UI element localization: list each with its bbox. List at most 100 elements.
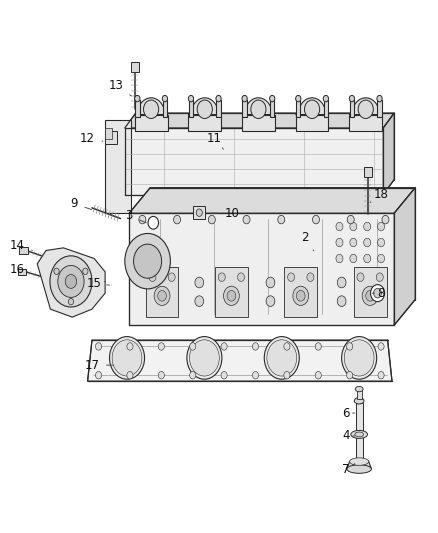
Circle shape	[315, 372, 321, 379]
Circle shape	[374, 288, 381, 298]
Circle shape	[350, 254, 357, 263]
Circle shape	[346, 372, 353, 379]
Bar	[145, 266, 179, 317]
Circle shape	[148, 216, 159, 229]
Polygon shape	[347, 462, 371, 469]
Circle shape	[127, 372, 133, 379]
Circle shape	[223, 286, 239, 305]
Bar	[354, 266, 386, 317]
Text: 2: 2	[300, 231, 314, 251]
Text: 9: 9	[71, 197, 92, 210]
Circle shape	[364, 254, 371, 263]
Circle shape	[362, 286, 378, 305]
Text: 4: 4	[342, 430, 355, 442]
Circle shape	[83, 268, 88, 274]
Polygon shape	[129, 213, 394, 325]
Bar	[18, 269, 26, 275]
Polygon shape	[296, 98, 328, 115]
Circle shape	[158, 290, 166, 301]
Circle shape	[269, 95, 275, 102]
Circle shape	[284, 372, 290, 379]
Circle shape	[278, 215, 285, 224]
Circle shape	[267, 340, 297, 376]
Bar	[105, 131, 117, 144]
Circle shape	[187, 337, 222, 379]
Text: 16: 16	[10, 263, 28, 276]
Circle shape	[350, 238, 357, 247]
Text: 11: 11	[207, 132, 223, 149]
Circle shape	[371, 285, 385, 302]
Circle shape	[218, 273, 225, 281]
Text: 12: 12	[80, 132, 103, 145]
Polygon shape	[37, 248, 105, 317]
Circle shape	[378, 254, 385, 263]
Circle shape	[243, 215, 250, 224]
Circle shape	[221, 343, 227, 350]
Circle shape	[125, 233, 170, 289]
Circle shape	[376, 273, 383, 281]
Circle shape	[378, 343, 384, 350]
Bar	[284, 266, 317, 317]
Circle shape	[158, 372, 164, 379]
Text: 17: 17	[85, 359, 113, 372]
Circle shape	[112, 340, 142, 376]
Circle shape	[350, 95, 354, 102]
Circle shape	[377, 95, 382, 102]
Polygon shape	[188, 98, 221, 115]
Circle shape	[168, 273, 175, 281]
Polygon shape	[242, 115, 275, 131]
Circle shape	[337, 277, 346, 288]
Circle shape	[68, 298, 74, 305]
Polygon shape	[125, 113, 394, 128]
Text: 3: 3	[126, 209, 146, 223]
Circle shape	[196, 209, 202, 216]
Text: 6: 6	[342, 407, 355, 419]
Bar	[296, 100, 300, 117]
Circle shape	[336, 238, 343, 247]
Circle shape	[357, 273, 364, 281]
Bar	[105, 128, 112, 139]
Circle shape	[336, 254, 343, 263]
Circle shape	[347, 215, 354, 224]
Circle shape	[197, 100, 212, 118]
Bar	[162, 100, 167, 117]
Text: 10: 10	[211, 207, 240, 220]
Circle shape	[378, 372, 384, 379]
Circle shape	[221, 372, 227, 379]
Circle shape	[252, 343, 258, 350]
Circle shape	[312, 215, 319, 224]
Bar	[135, 100, 139, 117]
Circle shape	[266, 296, 275, 306]
Circle shape	[344, 340, 374, 376]
Circle shape	[154, 286, 170, 305]
Bar	[270, 100, 274, 117]
Bar	[189, 100, 193, 117]
Bar	[19, 247, 28, 254]
Circle shape	[252, 372, 258, 379]
Circle shape	[251, 100, 266, 118]
Circle shape	[284, 343, 290, 350]
Ellipse shape	[351, 431, 367, 438]
Circle shape	[346, 343, 353, 350]
Ellipse shape	[350, 458, 369, 465]
Circle shape	[358, 100, 373, 118]
Circle shape	[293, 286, 309, 305]
Circle shape	[195, 296, 204, 306]
Polygon shape	[125, 128, 383, 195]
Circle shape	[144, 100, 159, 118]
Polygon shape	[129, 188, 415, 213]
Circle shape	[162, 95, 168, 102]
Circle shape	[237, 273, 244, 281]
Bar	[193, 206, 205, 219]
Bar	[357, 389, 362, 399]
Circle shape	[337, 296, 346, 306]
Circle shape	[54, 268, 59, 274]
Circle shape	[195, 277, 204, 288]
Circle shape	[342, 337, 377, 379]
Circle shape	[378, 238, 385, 247]
Circle shape	[216, 95, 221, 102]
Ellipse shape	[347, 465, 371, 473]
Circle shape	[190, 340, 219, 376]
Circle shape	[173, 215, 180, 224]
Text: 13: 13	[109, 79, 131, 96]
